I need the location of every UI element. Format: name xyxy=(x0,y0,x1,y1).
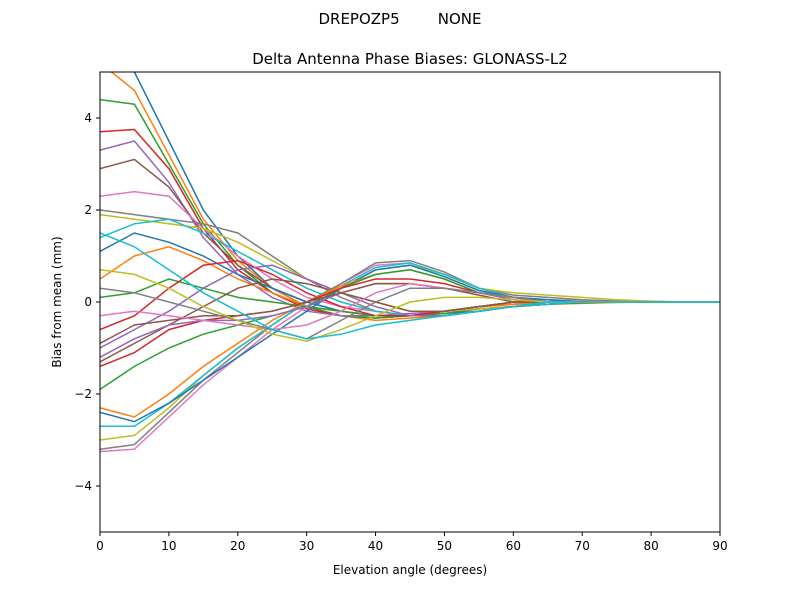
series-line-12 xyxy=(100,246,720,317)
y-axis: −4 −2 0 2 4 xyxy=(74,111,100,493)
series-lines xyxy=(100,72,720,453)
x-tick-label: 80 xyxy=(643,539,658,553)
chart-title: Delta Antenna Phase Biases: GLONASS-L2 xyxy=(252,50,568,68)
x-tick-label: 20 xyxy=(230,539,245,553)
x-tick-label: 30 xyxy=(299,539,314,553)
x-axis-label: Elevation angle (degrees) xyxy=(333,563,487,577)
series-line-19 xyxy=(100,264,720,441)
x-tick-label: 70 xyxy=(575,539,590,553)
y-tick-label: 4 xyxy=(84,111,92,125)
y-tick-label: −4 xyxy=(74,479,92,493)
series-line-2 xyxy=(110,72,720,322)
y-tick-label: 2 xyxy=(84,203,92,217)
series-line-11 xyxy=(100,232,720,317)
x-tick-label: 0 xyxy=(96,539,104,553)
y-axis-label: Bias from mean (mm) xyxy=(50,236,64,367)
series-line-6 xyxy=(100,158,720,317)
x-tick-label: 50 xyxy=(437,539,452,553)
x-tick-label: 90 xyxy=(712,539,727,553)
x-tick-label: 40 xyxy=(368,539,383,553)
series-line-30 xyxy=(100,232,720,340)
series-line-29 xyxy=(100,269,720,342)
figure-suptitle: DREPOZP5 NONE xyxy=(318,10,481,28)
series-line-13 xyxy=(100,278,720,317)
x-tick-label: 60 xyxy=(506,539,521,553)
x-tick-label: 10 xyxy=(161,539,176,553)
series-line-17 xyxy=(100,262,720,453)
series-line-15 xyxy=(100,264,720,349)
y-tick-label: 0 xyxy=(84,295,92,309)
y-tick-label: −2 xyxy=(74,387,92,401)
series-line-24 xyxy=(100,278,720,368)
x-axis: 0 10 20 30 40 50 60 70 80 90 xyxy=(96,532,728,553)
series-line-20 xyxy=(100,262,720,427)
series-line-1 xyxy=(133,72,720,319)
